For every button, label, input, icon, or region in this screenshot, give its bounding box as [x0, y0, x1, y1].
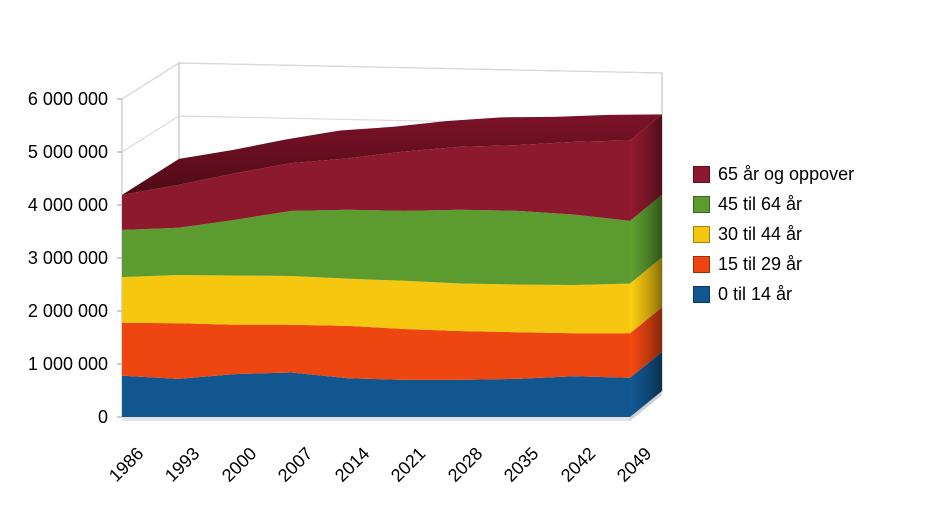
legend-item: 0 til 14 år	[693, 284, 854, 304]
legend-color-swatch	[693, 285, 710, 303]
band-side-3	[630, 257, 662, 334]
band-side-4	[630, 194, 662, 284]
legend-color-swatch	[693, 255, 710, 273]
y-axis-tick-label: 3 000 000	[27, 248, 108, 268]
legend-item: 30 til 44 år	[693, 224, 854, 244]
band-side-5	[630, 114, 662, 221]
band-front-2	[122, 322, 630, 380]
back-wall-gridline	[178, 62, 663, 74]
band-front-4	[122, 209, 630, 286]
roof-surface-65-og-oppover	[122, 114, 662, 195]
y-axis-tick-label: 0	[97, 407, 108, 427]
band-front-5	[122, 140, 630, 230]
legend-label: 15 til 29 år	[718, 253, 803, 274]
legend-label: 65 år og oppover	[718, 163, 855, 184]
floor-right-edge	[630, 391, 662, 421]
legend-item: 65 år og oppover	[693, 164, 854, 184]
legend-color-swatch	[693, 195, 710, 213]
band-front-1	[122, 372, 630, 417]
y-axis-tick-label: 5 000 000	[27, 142, 108, 162]
legend-item: 15 til 29 år	[693, 254, 854, 274]
legend-label: 30 til 44 år	[718, 223, 803, 244]
legend-label: 45 til 64 år	[718, 193, 803, 214]
legend-item: 45 til 64 år	[693, 194, 854, 214]
legend-color-swatch	[693, 165, 710, 183]
left-wall-gridline	[121, 115, 180, 153]
y-axis-tick-label: 1 000 000	[27, 354, 108, 374]
left-wall-gridline	[121, 62, 180, 100]
band-side-1	[630, 351, 662, 417]
y-axis-tick-label: 4 000 000	[27, 195, 108, 215]
legend-label: 0 til 14 år	[718, 283, 793, 304]
plot-area	[117, 61, 663, 421]
chart-legend: 65 år og oppover 45 til 64 år 30 til 44 år…	[693, 164, 854, 314]
legend-color-swatch	[693, 225, 710, 243]
band-side-2	[630, 307, 662, 378]
band-front-3	[122, 274, 630, 334]
y-axis-tick-label: 6 000 000	[27, 89, 108, 109]
floor-front-edge	[122, 417, 630, 421]
y-axis-tick-label: 2 000 000	[27, 301, 108, 321]
